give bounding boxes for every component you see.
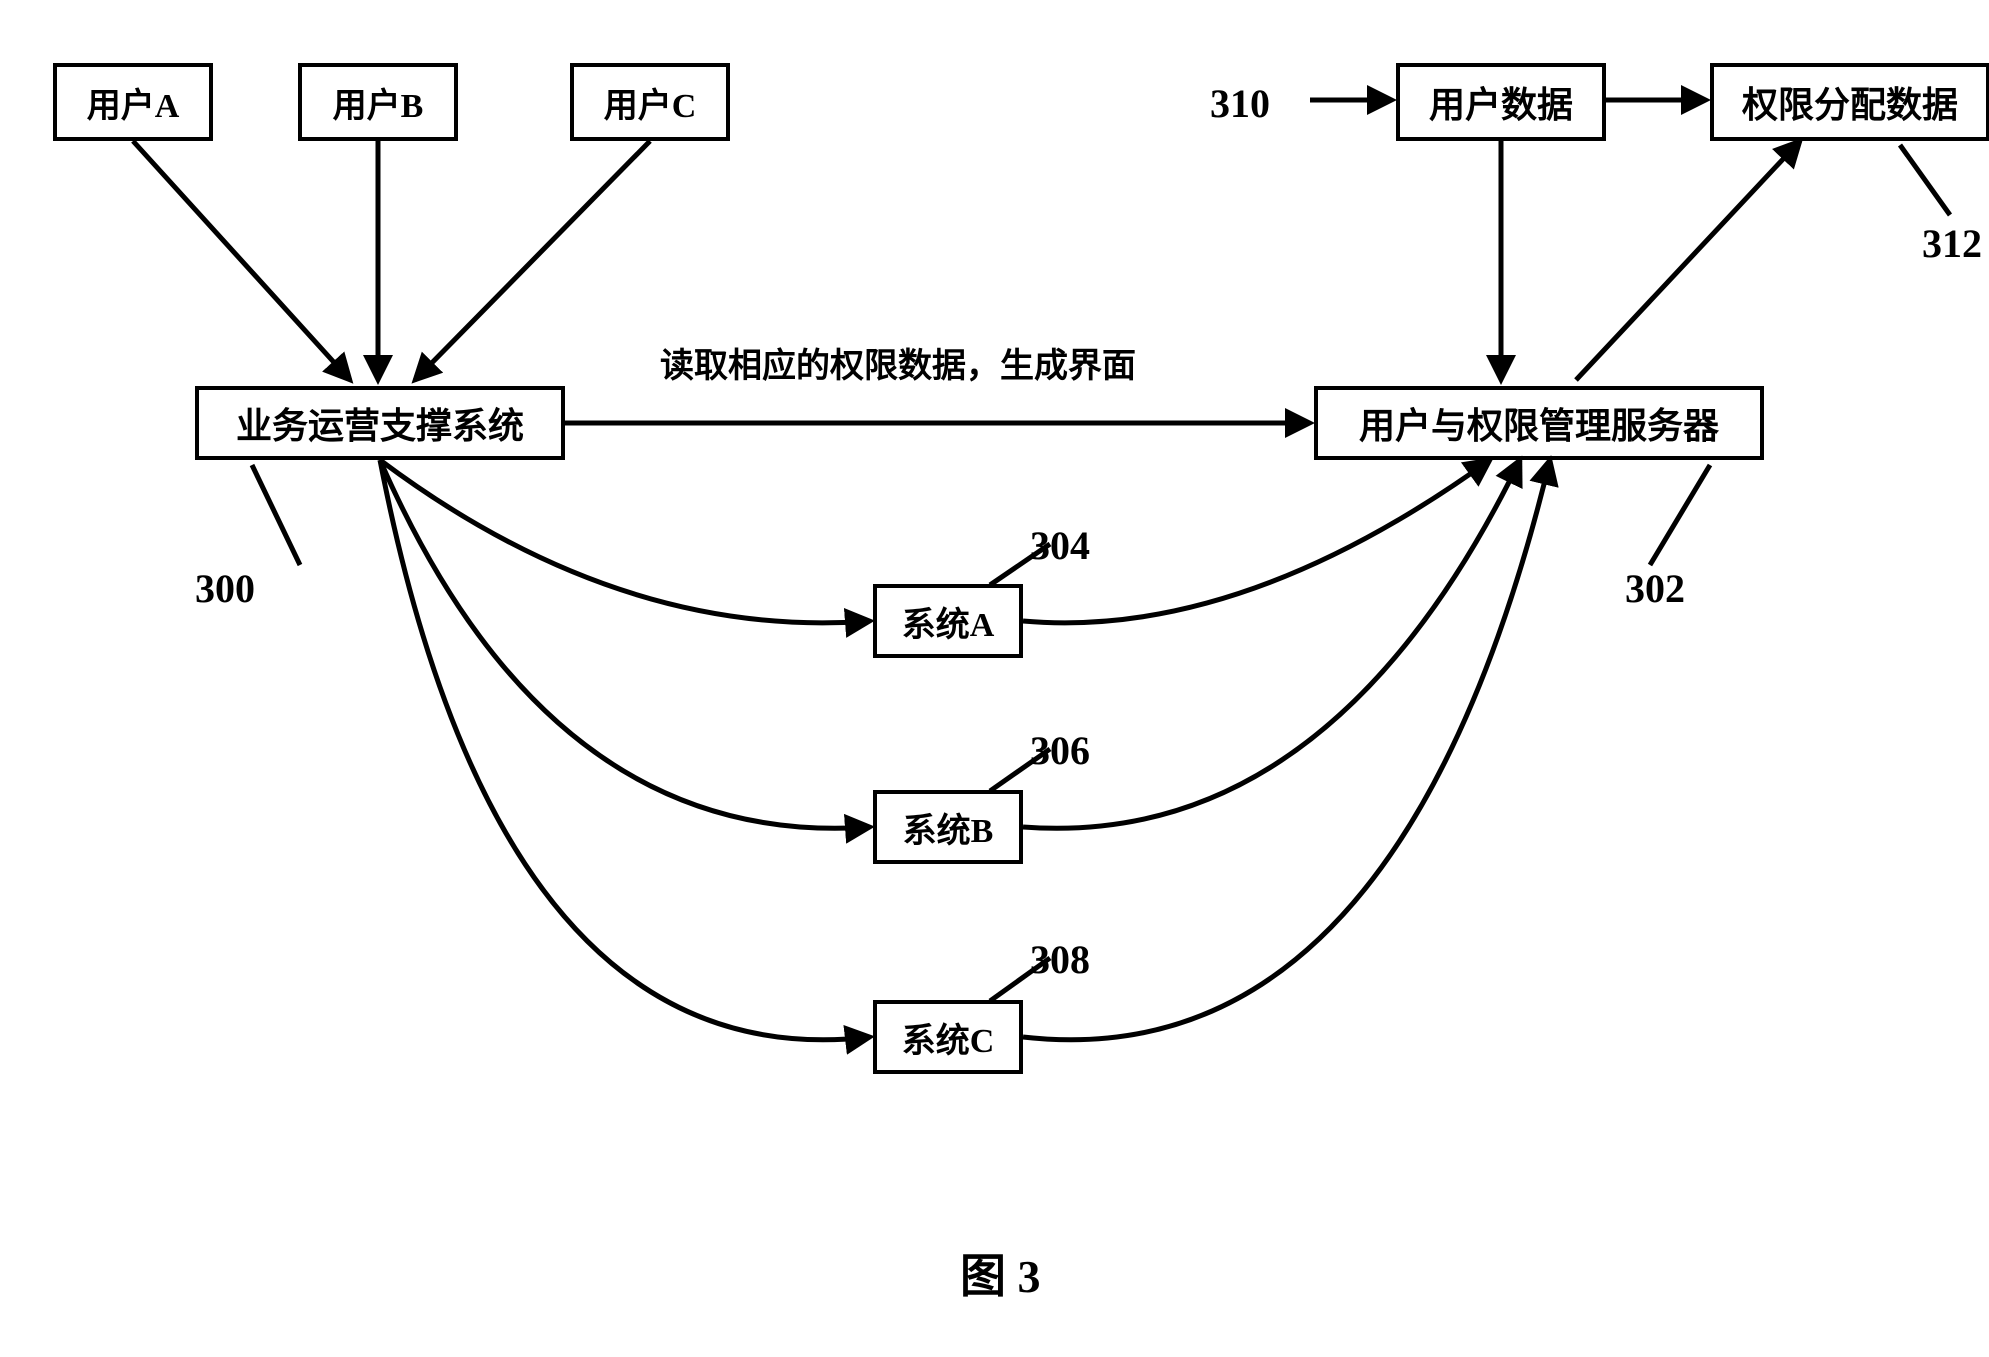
user-b-box: 用户B (298, 63, 458, 141)
perm-data-box: 权限分配数据 (1710, 63, 1989, 141)
ref-308: 308 (1030, 936, 1090, 983)
user-a-label: 用户A (87, 78, 180, 127)
system-b-label: 系统B (903, 803, 994, 852)
user-a-box: 用户A (53, 63, 213, 141)
system-b-box: 系统B (873, 790, 1023, 864)
server-box: 用户与权限管理服务器 (1314, 386, 1764, 460)
boss-box: 业务运营支撑系统 (195, 386, 565, 460)
ref-300: 300 (195, 565, 255, 612)
arrows-layer (20, 20, 1989, 1337)
ref-302: 302 (1625, 565, 1685, 612)
ref-312: 312 (1922, 220, 1982, 267)
user-data-label: 用户数据 (1429, 76, 1573, 128)
ref-310: 310 (1210, 80, 1270, 127)
user-c-label: 用户C (604, 78, 697, 127)
user-data-box: 用户数据 (1396, 63, 1606, 141)
ref-306: 306 (1030, 727, 1090, 774)
ref-304: 304 (1030, 522, 1090, 569)
system-a-label: 系统A (902, 597, 995, 646)
figure-caption: 图 3 (960, 1240, 1041, 1306)
system-c-box: 系统C (873, 1000, 1023, 1074)
system-a-box: 系统A (873, 584, 1023, 658)
perm-data-label: 权限分配数据 (1742, 76, 1958, 128)
system-c-label: 系统C (902, 1013, 995, 1062)
boss-label: 业务运营支撑系统 (236, 397, 524, 449)
user-c-box: 用户C (570, 63, 730, 141)
edge-label: 读取相应的权限数据，生成界面 (660, 338, 1136, 387)
user-b-label: 用户B (333, 78, 424, 127)
diagram-canvas: 用户A 用户B 用户C 业务运营支撑系统 用户与权限管理服务器 用户数据 权限分… (20, 20, 1989, 1337)
server-label: 用户与权限管理服务器 (1359, 397, 1719, 449)
